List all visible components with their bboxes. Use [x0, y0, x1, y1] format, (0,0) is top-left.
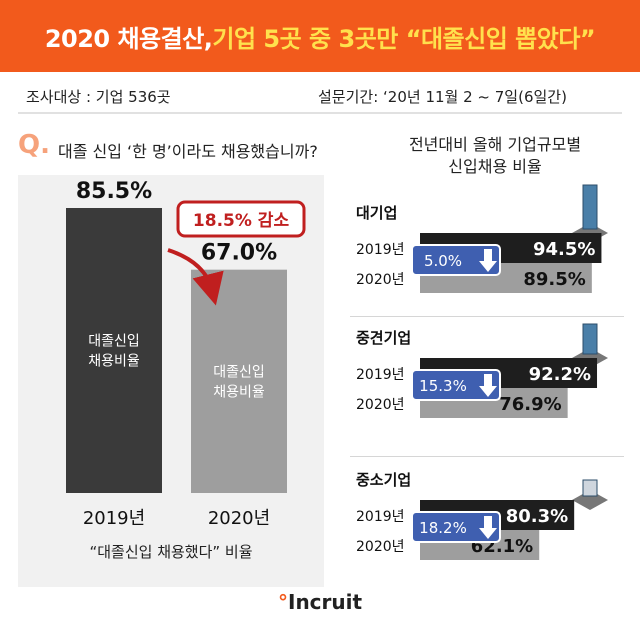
down-arrow-icon: [479, 516, 497, 539]
decrease-badge-text: 15.3%: [419, 377, 467, 395]
decrease-badge-text: 5.0%: [424, 252, 462, 270]
bar-2019-value: 80.3%: [506, 506, 568, 527]
bar-value-label: 67.0%: [201, 241, 277, 266]
building-icon-body: [582, 184, 598, 230]
year-label: 2019년: [356, 242, 405, 258]
building-icon: [572, 490, 608, 510]
decrease-badge: [411, 369, 501, 401]
title-highlight: 기업 5곳 중 3곳만 “대졸신입 뽑았다”: [212, 24, 596, 53]
title-prefix: 2020 채용결산,: [44, 24, 213, 53]
bar-2020년: [191, 269, 287, 493]
decrease-callout-box: [176, 200, 306, 238]
decrease-callout-text: 18.5% 감소: [193, 211, 290, 231]
bar-value-label: 85.5%: [76, 179, 152, 204]
bar-inner-label: 채용비율: [213, 384, 265, 400]
incruit-logo: °Incruit: [278, 590, 362, 614]
year-label: 2020년: [356, 272, 405, 288]
bar-2019년: [66, 208, 162, 493]
survey-target: 조사대상 : 기업 536곳: [26, 88, 171, 106]
x-axis-label: “대졸신입 채용했다” 비율: [89, 543, 252, 561]
down-arrow-icon: [479, 374, 497, 397]
down-arrow-icon: [479, 249, 497, 272]
logo-mark: °: [278, 590, 288, 614]
bar-inner-label: 대졸신입: [88, 334, 140, 350]
right-title-line1: 전년대비 올해 기업규모별: [408, 135, 582, 154]
x-tick-label: 2019년: [83, 508, 145, 529]
group-label: 중소기업: [356, 471, 411, 489]
decrease-badge: [411, 511, 501, 543]
decrease-arrow: [167, 248, 224, 306]
bar-2020-value: 89.5%: [523, 269, 585, 290]
year-label: 2019년: [356, 509, 405, 525]
building-icon-body: [582, 479, 598, 497]
group-divider: [350, 456, 624, 457]
right-title-line2: 신입채용 비율: [448, 157, 542, 176]
right-chart-title: 전년대비 올해 기업규모별 신입채용 비율: [360, 134, 630, 178]
bar-inner-label: 채용비율: [88, 354, 140, 370]
x-tick-label: 2020년: [208, 508, 270, 529]
meta-divider: [18, 112, 622, 114]
title-banner: 2020 채용결산, 기업 5곳 중 3곳만 “대졸신입 뽑았다”: [0, 0, 640, 72]
group-label: 중견기업: [356, 329, 411, 347]
year-label: 2020년: [356, 539, 405, 555]
year-label: 2019년: [356, 367, 405, 383]
bar-2019-value: 94.5%: [533, 239, 595, 260]
group-divider: [350, 316, 624, 317]
question-mark: Q.: [18, 130, 50, 160]
logo-text: Incruit: [288, 590, 363, 614]
bar-2019-value: 92.2%: [529, 364, 591, 385]
building-icon-body: [582, 323, 598, 355]
year-label: 2020년: [356, 397, 405, 413]
decrease-badge-text: 18.2%: [419, 519, 467, 537]
bar-inner-label: 대졸신입: [213, 364, 265, 380]
survey-period: 설문기간: ‘20년 11월 2 ~ 7일(6일간): [318, 88, 567, 106]
group-label: 대기업: [356, 204, 397, 222]
bar-2020-value: 76.9%: [499, 394, 561, 415]
question-text: 대졸 신입 ‘한 명’이라도 채용했습니까?: [58, 142, 318, 161]
decrease-badge: [411, 244, 501, 276]
